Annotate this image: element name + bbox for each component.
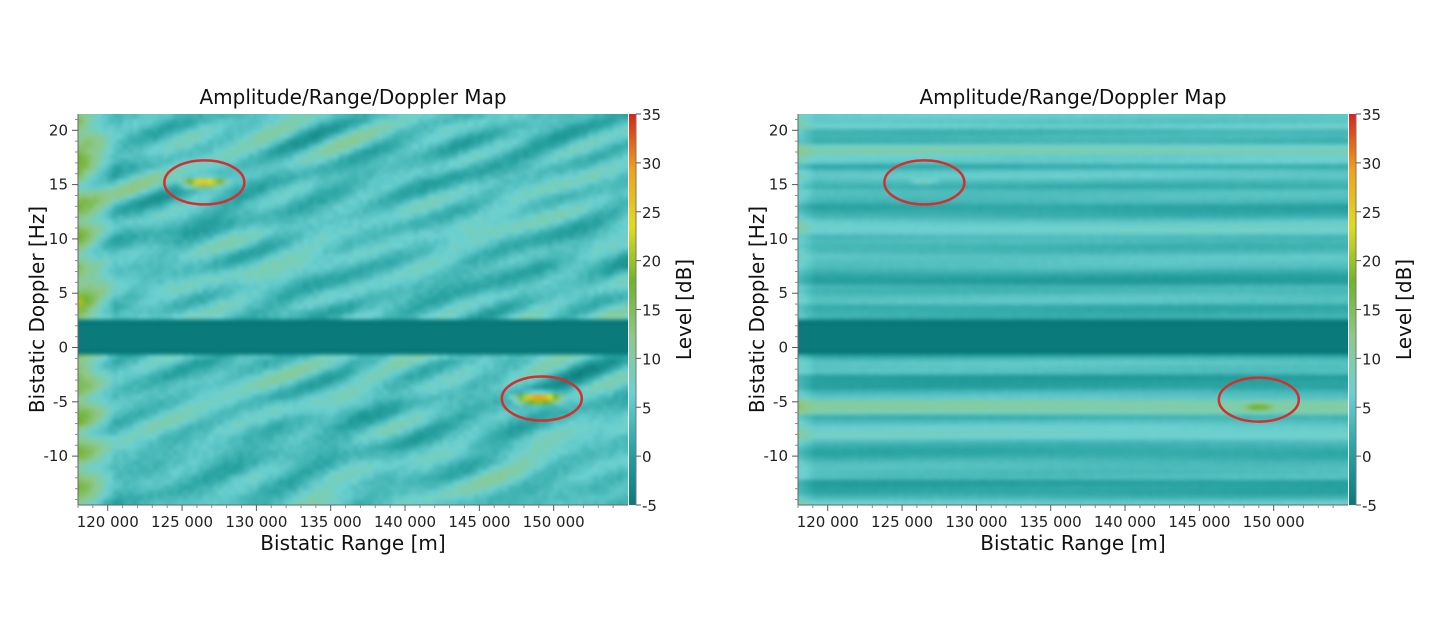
y-tick-label: 5 xyxy=(58,284,68,302)
colorbar-tick-label: 25 xyxy=(642,204,661,222)
heatmap-image xyxy=(798,114,1348,505)
colorbar-tick-label: 5 xyxy=(1362,399,1372,417)
colorbar-tick-label: 15 xyxy=(1362,302,1381,320)
y-tick-label: 20 xyxy=(769,121,788,139)
colorbar-tick-label: -5 xyxy=(1362,497,1377,515)
colorbar-tick-label: 0 xyxy=(1362,448,1372,466)
target-highlight-ellipse xyxy=(163,159,246,206)
colorbar-tick-label: 10 xyxy=(1362,350,1381,368)
colorbar-tick-label: 30 xyxy=(642,155,661,173)
x-tick-label: 145 000 xyxy=(448,513,510,531)
x-tick-label: 145 000 xyxy=(1168,513,1230,531)
x-tick-label: 135 000 xyxy=(1020,513,1082,531)
y-tick-label: 5 xyxy=(778,284,788,302)
chart-title: Amplitude/Range/Doppler Map xyxy=(919,85,1226,109)
y-tick-label: -5 xyxy=(53,393,68,411)
x-tick-label: 150 000 xyxy=(523,513,585,531)
colorbar-tick-label: 15 xyxy=(642,302,661,320)
colorbar-tick-label: 25 xyxy=(1362,204,1381,222)
chart-right: 35 30 25 20 15 10 5 0 -5 Level [dB] 20 15 10 5 0 -5 -10 1… xyxy=(745,85,1416,555)
y-tick-label: 10 xyxy=(49,230,68,248)
colorbar-tick-label: 35 xyxy=(1362,106,1381,124)
x-tick-label: 125 000 xyxy=(871,513,933,531)
colorbar-label: Level [dB] xyxy=(672,259,696,360)
x-tick-label: 120 000 xyxy=(77,513,139,531)
y-axis-label: Bistatic Doppler [Hz] xyxy=(745,206,769,413)
colorbar-tick-label: 30 xyxy=(1362,155,1381,173)
y-tick-label: -10 xyxy=(44,447,69,465)
colorbar-tick-label: 20 xyxy=(1362,253,1381,271)
y-tick-label: 20 xyxy=(49,121,68,139)
x-tick-label: 140 000 xyxy=(1094,513,1156,531)
target-highlight-ellipse xyxy=(883,159,966,206)
chart-title: Amplitude/Range/Doppler Map xyxy=(199,85,506,109)
chart-panel-right: 35 30 25 20 15 10 5 0 -5 Level [dB] 20 15 10 5 0 -5 -10 1… xyxy=(720,0,1440,617)
heatmap-image xyxy=(78,114,628,505)
x-tick-label: 150 000 xyxy=(1243,513,1305,531)
target-highlight-ellipse xyxy=(1217,376,1301,423)
y-tick-label: 0 xyxy=(58,339,68,357)
x-tick-label: 120 000 xyxy=(797,513,859,531)
y-tick-label: 0 xyxy=(778,339,788,357)
colorbar xyxy=(1349,114,1356,505)
x-tick-label: 140 000 xyxy=(374,513,436,531)
colorbar xyxy=(629,114,636,505)
x-tick-label: 130 000 xyxy=(945,513,1007,531)
y-tick-label: -10 xyxy=(764,447,789,465)
y-axis-label: Bistatic Doppler [Hz] xyxy=(25,206,49,413)
chart-panel-left: 35 30 25 20 15 10 5 0 -5 Level [dB] 20 15 10 5 0 -5 -10 1… xyxy=(25,85,696,555)
y-tick-label: 15 xyxy=(49,176,68,194)
colorbar-tick-label: 35 xyxy=(642,106,661,124)
x-tick-label: 130 000 xyxy=(225,513,287,531)
x-tick-label: 125 000 xyxy=(151,513,213,531)
colorbar-label: Level [dB] xyxy=(1392,259,1416,360)
y-tick-label: -5 xyxy=(773,393,788,411)
y-tick-label: 15 xyxy=(769,176,788,194)
colorbar-tick-label: 0 xyxy=(642,448,652,466)
chart-left: 35 30 25 20 15 10 5 0 -5 Level [dB] 20 15 10 5 0 -5 -10 1… xyxy=(25,85,696,555)
x-tick-label: 135 000 xyxy=(300,513,362,531)
colorbar-tick-label: 5 xyxy=(642,399,652,417)
colorbar-tick-label: 20 xyxy=(642,253,661,271)
colorbar-tick-label: 10 xyxy=(642,350,661,368)
x-axis-label: Bistatic Range [m] xyxy=(260,531,445,555)
x-axis-label: Bistatic Range [m] xyxy=(980,531,1165,555)
colorbar-tick-label: -5 xyxy=(642,497,657,515)
target-highlight-ellipse xyxy=(500,375,584,422)
y-tick-label: 10 xyxy=(769,230,788,248)
